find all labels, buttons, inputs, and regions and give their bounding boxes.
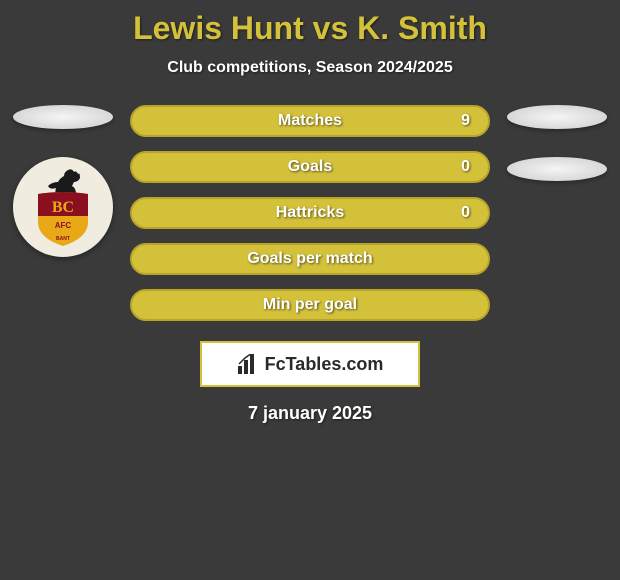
stat-value: 0 [461,204,470,222]
player-left-ellipse [13,105,113,129]
svg-text:AFC: AFC [55,221,72,230]
stat-label: Matches [278,112,342,130]
comparison-content: BC AFC BANT Matches 9 Goals 0 Hattricks … [0,105,620,321]
stat-label: Min per goal [263,296,357,314]
club-badge-left: BC AFC BANT [13,157,113,257]
date-text: 7 january 2025 [0,403,620,424]
svg-text:BANT: BANT [56,236,70,242]
right-player-column [502,105,612,321]
stat-bar-goals: Goals 0 [130,151,490,183]
stat-bar-hattricks: Hattricks 0 [130,197,490,229]
svg-text:BC: BC [52,199,74,216]
brand-text: FcTables.com [265,354,384,375]
shield-icon: BC AFC BANT [36,190,90,246]
page-subtitle: Club competitions, Season 2024/2025 [0,59,620,77]
stat-value: 9 [461,112,470,130]
stat-bar-matches: Matches 9 [130,105,490,137]
stat-label: Goals [288,158,332,176]
stat-bar-mpg: Min per goal [130,289,490,321]
bars-icon [237,354,259,374]
stat-bars: Matches 9 Goals 0 Hattricks 0 Goals per … [118,105,502,321]
stat-label: Hattricks [276,204,344,222]
player-right-ellipse-1 [507,105,607,129]
player-right-ellipse-2 [507,157,607,181]
brand-logo: FcTables.com [237,354,384,375]
left-player-column: BC AFC BANT [8,105,118,321]
stat-bar-gpm: Goals per match [130,243,490,275]
stat-label: Goals per match [247,250,372,268]
page-title: Lewis Hunt vs K. Smith [0,0,620,47]
stat-value: 0 [461,158,470,176]
brand-box[interactable]: FcTables.com [200,341,420,387]
